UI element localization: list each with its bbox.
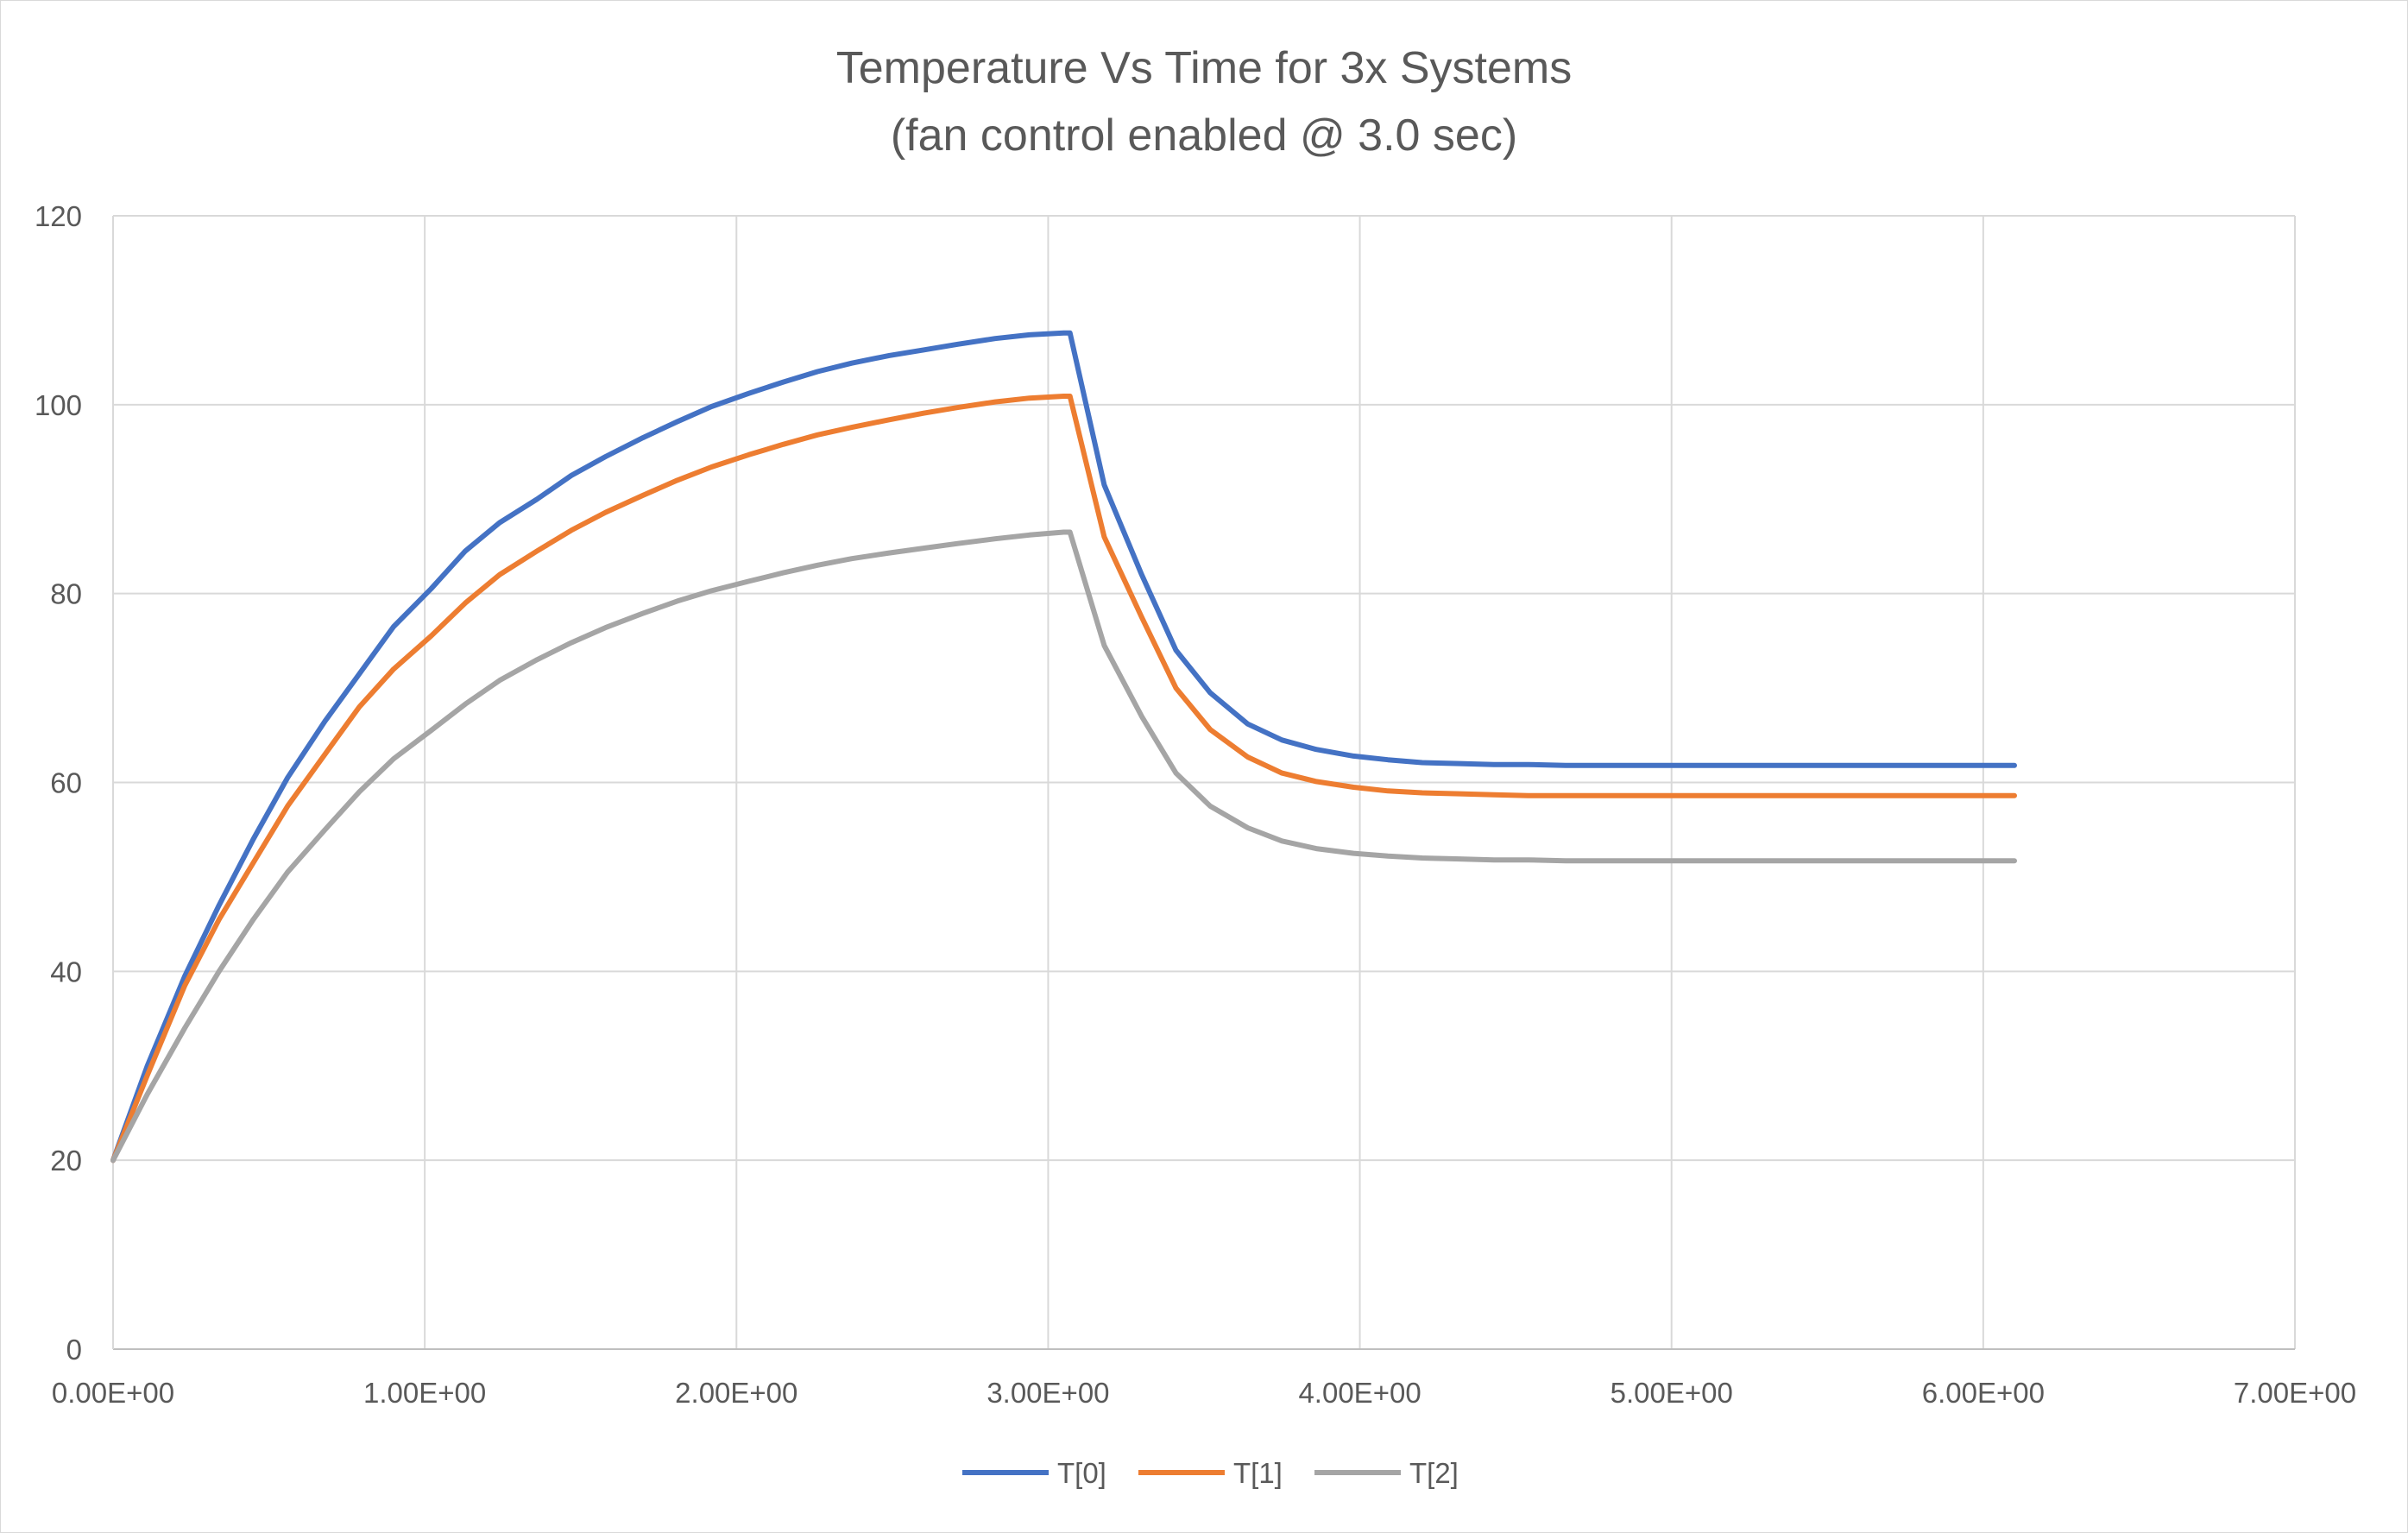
legend-label-t0: T[0] [1057,1457,1106,1489]
series-line-t1 [110,394,2017,1164]
x-tick-label: 0.00E+00 [52,1377,174,1409]
series-line-t0 [110,330,2017,1164]
y-tick-label: 40 [50,956,82,987]
y-axis-tick-labels: 0 20 40 60 80 100 120 [35,200,82,1366]
y-tick-label: 100 [35,389,82,421]
x-tick-label: 7.00E+00 [2234,1377,2356,1409]
y-tick-label: 0 [66,1334,82,1366]
x-tick-label: 5.00E+00 [1611,1377,1733,1409]
series-lines [110,330,2017,1164]
x-tick-label: 3.00E+00 [987,1377,1109,1409]
legend-label-t1: T[1] [1233,1457,1283,1489]
gridlines [113,215,2296,1349]
x-tick-label: 4.00E+00 [1298,1377,1421,1409]
x-axis-tick-labels: 0.00E+00 1.00E+00 2.00E+00 3.00E+00 4.00E+00… [52,1377,2356,1409]
y-tick-label: 80 [50,578,82,610]
chart-title: Temperature Vs Time for 3x Systems [836,43,1573,93]
x-tick-label: 1.00E+00 [363,1377,486,1409]
series-line-t2 [110,529,2017,1164]
legend: T[0] T[1] T[2] [962,1457,1459,1489]
legend-label-t2: T[2] [1409,1457,1459,1489]
y-tick-label: 120 [35,200,82,232]
y-tick-label: 20 [50,1145,82,1177]
x-tick-label: 2.00E+00 [675,1377,797,1409]
x-tick-label: 6.00E+00 [1922,1377,2045,1409]
chart-subtitle: (fan control enabled @ 3.0 sec) [891,110,1517,161]
y-tick-label: 60 [50,767,82,799]
